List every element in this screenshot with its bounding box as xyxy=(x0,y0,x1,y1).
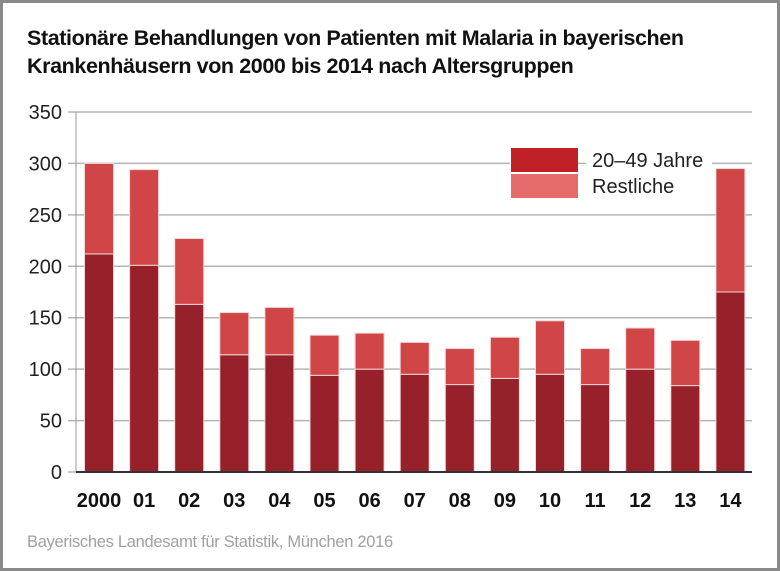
legend-label-20-49: 20–49 Jahre xyxy=(592,150,703,172)
bar-segment-restliche xyxy=(354,332,385,370)
bar-segment-20-49 xyxy=(129,264,160,473)
y-tick-label: 0 xyxy=(51,462,62,484)
x-tick-label: 2000 xyxy=(77,490,122,512)
bar-segment-20-49 xyxy=(354,368,385,473)
legend-swatch-20-49 xyxy=(511,148,578,172)
bar-segment-restliche xyxy=(535,320,565,375)
bar-segment-restliche xyxy=(625,327,656,370)
bar-segment-20-49 xyxy=(264,354,295,473)
y-tick-label: 50 xyxy=(40,411,62,433)
bar-segment-20-49 xyxy=(309,374,340,473)
x-axis: 2000 01 02 03 04 05 06 07 08 09 10 11 12 13 14 xyxy=(76,471,752,512)
bar-segment-restliche xyxy=(309,334,340,376)
y-tick-label: 200 xyxy=(29,256,62,278)
legend-label-background xyxy=(586,149,712,173)
source-note: Bayerisches Landesamt für Statistik, Mün… xyxy=(27,533,393,551)
x-tick-label: 11 xyxy=(585,490,606,512)
bar-segment-20-49 xyxy=(670,385,701,473)
y-tick-label: 250 xyxy=(29,205,62,227)
y-tick-label: 300 xyxy=(29,153,62,175)
chart-title-line-1: Stationäre Behandlungen von Patienten mi… xyxy=(27,26,684,50)
legend-swatch-restliche xyxy=(511,174,578,198)
bar-segment-restliche xyxy=(489,336,520,379)
x-tick-label: 08 xyxy=(449,490,471,512)
bar-segment-20-49 xyxy=(219,354,250,473)
x-tick-label: 03 xyxy=(223,490,245,512)
bar-segment-restliche xyxy=(580,348,611,386)
x-tick-label: 02 xyxy=(178,490,200,512)
x-tick-label: 07 xyxy=(404,490,426,512)
bar-segment-restliche xyxy=(174,238,205,305)
x-tick-label: 13 xyxy=(674,490,696,512)
x-tick-label: 04 xyxy=(268,490,291,512)
y-tick-label: 350 xyxy=(29,102,62,124)
y-axis: 0 50 100 150 200 250 300 350 xyxy=(29,102,77,484)
x-tick-label: 09 xyxy=(494,490,516,512)
x-tick-label: 01 xyxy=(133,490,155,512)
x-tick-label: 14 xyxy=(719,490,742,512)
bar-segment-20-49 xyxy=(489,377,520,473)
bar-segment-restliche xyxy=(715,168,746,293)
bar-segment-restliche xyxy=(670,339,701,387)
bar-segment-20-49 xyxy=(580,384,611,473)
bar-segment-restliche xyxy=(444,348,475,386)
chart-title-line-2: Krankenhäusern von 2000 bis 2014 nach Al… xyxy=(27,54,574,78)
x-tick-label: 12 xyxy=(629,490,651,512)
x-tick-label: 06 xyxy=(358,490,380,512)
legend-label-restliche: Restliche xyxy=(592,176,674,198)
y-tick-label: 150 xyxy=(29,308,62,330)
x-tick-label: 10 xyxy=(539,490,561,512)
bar-segment-20-49 xyxy=(715,291,746,473)
bar-segment-20-49 xyxy=(444,384,475,473)
bar-segment-20-49 xyxy=(84,253,114,473)
chart-title: Stationäre Behandlungen von Patienten mi… xyxy=(27,24,767,80)
bar-segment-20-49 xyxy=(399,373,430,473)
legend: 20–49 Jahre Restliche xyxy=(510,148,712,199)
bar-segment-restliche xyxy=(399,341,430,375)
bar-segment-20-49 xyxy=(535,373,565,473)
y-tick-label: 100 xyxy=(29,359,62,381)
legend-label-background xyxy=(586,175,712,199)
bar-segment-restliche xyxy=(264,306,295,356)
bars xyxy=(84,162,746,473)
x-tick-label: 05 xyxy=(313,490,335,512)
bar-segment-restliche xyxy=(84,162,114,255)
bar-segment-restliche xyxy=(219,312,250,356)
bar-segment-restliche xyxy=(129,169,160,266)
bar-segment-20-49 xyxy=(625,368,656,473)
bar-segment-20-49 xyxy=(174,303,205,473)
